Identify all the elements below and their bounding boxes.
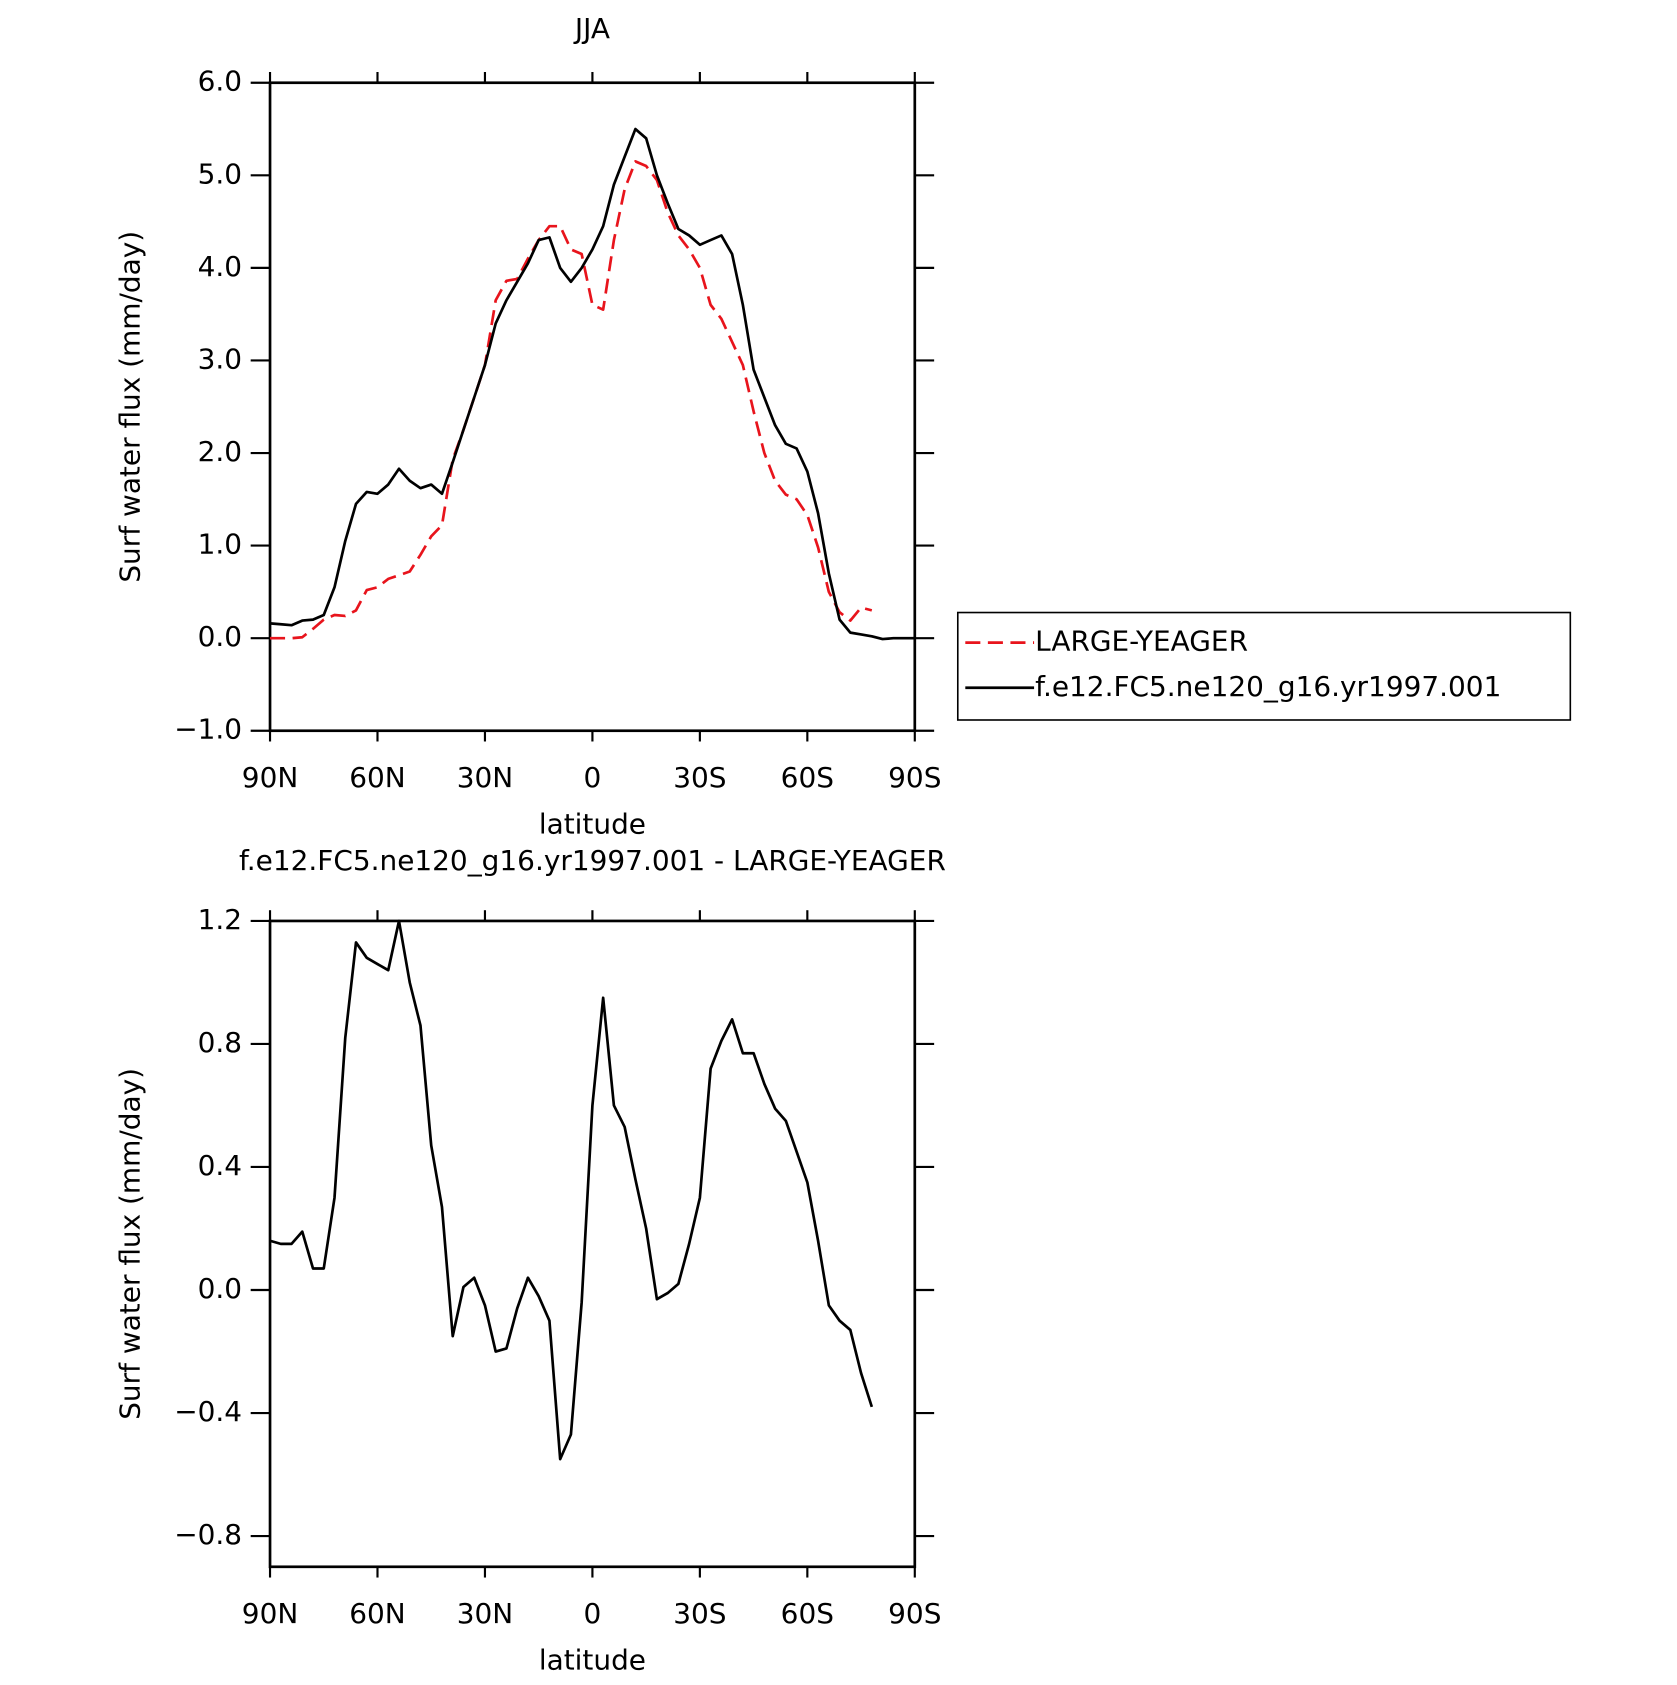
chart-title: f.e12.FC5.ne120_g16.yr1997.001 - LARGE-Y…: [239, 844, 946, 877]
x-tick-label: 60S: [781, 761, 834, 794]
y-tick-label: 0.0: [198, 620, 242, 653]
x-axis-label: latitude: [539, 1643, 646, 1676]
y-tick-label: 1.0: [198, 528, 242, 561]
plot-frame: [268, 81, 917, 733]
x-tick-label: 0: [584, 1597, 602, 1630]
y-axis-label: Surf water flux (mm/day): [113, 231, 146, 583]
x-tick-label: 30N: [457, 761, 513, 794]
y-tick-label: 3.0: [198, 342, 242, 375]
y-tick-label: 4.0: [198, 250, 242, 283]
x-tick-label: 30S: [673, 1597, 726, 1630]
x-tick-label: 90S: [888, 761, 941, 794]
data-line: [270, 160, 873, 640]
legend-box: [956, 611, 1572, 721]
y-tick-label: −0.4: [174, 1395, 242, 1428]
y-tick-label: −1.0: [174, 713, 242, 746]
y-tick-label: −0.8: [174, 1518, 242, 1551]
x-tick-label: 90N: [242, 761, 298, 794]
x-tick-label: 60N: [349, 761, 405, 794]
y-tick-label: 5.0: [198, 157, 242, 190]
x-axis-label: latitude: [539, 807, 646, 840]
x-tick-label: 0: [584, 761, 602, 794]
x-tick-label: 30N: [457, 1597, 513, 1630]
data-line: [269, 127, 915, 641]
x-tick-label: 60N: [349, 1597, 405, 1630]
x-tick-label: 60S: [781, 1597, 834, 1630]
y-axis-label: Surf water flux (mm/day): [113, 1068, 146, 1420]
y-tick-label: 1.2: [198, 903, 242, 936]
data-line: [269, 919, 874, 1461]
y-tick-label: 0.0: [198, 1272, 242, 1305]
x-tick-label: 90N: [242, 1597, 298, 1630]
y-tick-label: 6.0: [198, 65, 242, 98]
x-tick-label: 30S: [673, 761, 726, 794]
y-tick-label: 2.0: [198, 435, 242, 468]
chart-title: JJA: [573, 12, 610, 45]
y-tick-label: 0.8: [198, 1026, 242, 1059]
legend-label: LARGE-YEAGER: [1035, 625, 1248, 658]
legend-label: f.e12.FC5.ne120_g16.yr1997.001: [1035, 670, 1501, 703]
y-tick-label: 0.4: [198, 1149, 242, 1182]
x-tick-label: 90S: [888, 1597, 941, 1630]
